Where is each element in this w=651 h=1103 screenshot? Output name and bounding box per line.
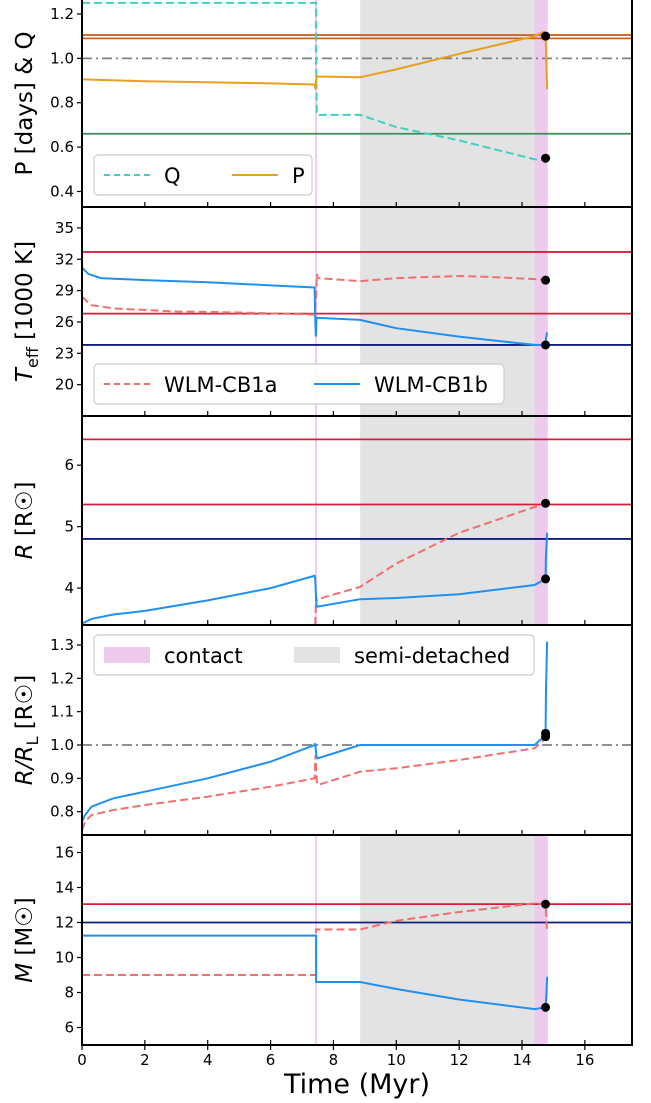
x-tick-label: 6: [266, 1051, 276, 1069]
x-tick-label: 0: [77, 1051, 87, 1069]
y-tick-label: 1.3: [50, 636, 74, 654]
y-tick-label: 0.4: [50, 182, 74, 200]
y-tick-label: 0.8: [50, 94, 74, 112]
y-tick-label: 0.6: [50, 138, 74, 156]
series-line-wlm-cb1b: [82, 532, 549, 625]
legend-swatch: [294, 647, 340, 663]
y-tick-label: 4: [64, 579, 74, 597]
y-tick-label: 14: [55, 879, 74, 897]
y-tick-label: 16: [55, 844, 74, 862]
panel-frame: [81, 834, 633, 1046]
x-tick-label: 14: [512, 1051, 531, 1069]
y-axis-label: P [days] & Q: [12, 31, 38, 175]
x-tick-label: 10: [387, 1051, 406, 1069]
y-tick-label: 6: [64, 1019, 74, 1037]
contact-band: [534, 207, 548, 416]
legend-swatch: [104, 647, 150, 663]
y-tick-label: 1.0: [50, 49, 74, 67]
legend-box: [93, 363, 505, 405]
y-axis-label: R [R☉]: [12, 482, 38, 560]
panel-3-plot-area: [82, 416, 632, 625]
y-tick-label: 23: [55, 344, 74, 362]
y-tick-label: 12: [55, 914, 74, 932]
legend: contact semi-detached: [93, 634, 535, 676]
legend-label: WLM-CB1b: [374, 373, 488, 397]
y-tick-label: 5: [64, 518, 74, 536]
panel-3: 4 5 6 R [R☉]: [12, 415, 633, 626]
contact-band: [315, 416, 318, 625]
legend-box: [93, 154, 313, 196]
y-tick-label: 0.8: [50, 803, 74, 821]
contact-band: [315, 0, 318, 207]
panel-1-plot-area: [82, 0, 632, 207]
legend-label: Q: [164, 164, 181, 188]
end-marker: [541, 732, 551, 742]
y-tick-label: 0.9: [50, 769, 74, 787]
panel-4: 0.8 0.9 1.0 1.1 1.2 1.3 R/RL [R☉] contact semi-d…: [12, 624, 633, 836]
x-axis-label: Time (Myr): [283, 1069, 430, 1100]
y-tick-label: 8: [64, 984, 74, 1002]
end-marker: [541, 153, 551, 163]
series-line-wlm-cb1b: [82, 266, 549, 346]
contact-band: [315, 207, 318, 416]
end-marker: [541, 574, 551, 584]
y-axis-label: M [M☉]: [12, 897, 38, 983]
contact-band: [534, 416, 548, 625]
y-axis-label: Teff [1000 K]: [12, 241, 42, 382]
y-tick-label: 10: [55, 949, 74, 967]
y-tick-label: 1.2: [50, 669, 74, 687]
series-line-wlm-cb1a: [82, 737, 547, 831]
y-tick-label: 26: [55, 313, 74, 331]
semi-detached-band: [360, 0, 535, 207]
end-marker: [541, 275, 551, 285]
panel-1: 0.40.60.81.01.2P [days] & QQ P: [12, 0, 633, 208]
legend-label: contact: [164, 644, 243, 668]
y-tick-label: 1.1: [50, 703, 74, 721]
y-tick-label: 20: [55, 376, 74, 394]
series-line-wlm-cb1a: [82, 273, 546, 316]
contact-band: [534, 0, 548, 207]
semi-detached-band: [360, 416, 535, 625]
semi-detached-band: [360, 835, 535, 1045]
legend-label: semi-detached: [354, 644, 510, 668]
end-marker: [541, 340, 551, 350]
y-tick-label: 35: [55, 219, 74, 237]
legend-label: WLM-CB1a: [164, 373, 277, 397]
y-tick-label: 1.0: [50, 736, 74, 754]
panel-4-plot-area: [82, 641, 632, 831]
x-tick-label: 4: [203, 1051, 213, 1069]
x-tick-label: 8: [329, 1051, 339, 1069]
legend: WLM-CB1a WLM-CB1b: [93, 363, 505, 405]
y-tick-label: 6: [64, 456, 74, 474]
y-axis-label: R/RL [R☉]: [12, 675, 42, 786]
panel-5: 6 8 10 12 14 16 0 2 4 6 8 10 12 14 16 M [M☉]: [12, 834, 633, 1069]
end-marker: [541, 899, 551, 909]
end-marker: [541, 1002, 551, 1012]
y-tick-label: 29: [55, 282, 74, 300]
legend-label: P: [292, 164, 305, 188]
panel-5-plot-area: [82, 835, 632, 1045]
panel-frame: [81, 415, 633, 626]
y-tick-label: 32: [55, 250, 74, 268]
end-marker: [541, 498, 551, 508]
series-line-wlm-cb1b: [82, 934, 549, 1011]
series-line-wlm-cb1b: [82, 641, 549, 823]
x-tick-label: 2: [140, 1051, 150, 1069]
y-tick-label: 1.2: [50, 5, 74, 23]
contact-band: [534, 835, 548, 1045]
x-tick-label: 12: [450, 1051, 469, 1069]
x-tick-label: 16: [575, 1051, 594, 1069]
end-marker: [541, 31, 551, 41]
